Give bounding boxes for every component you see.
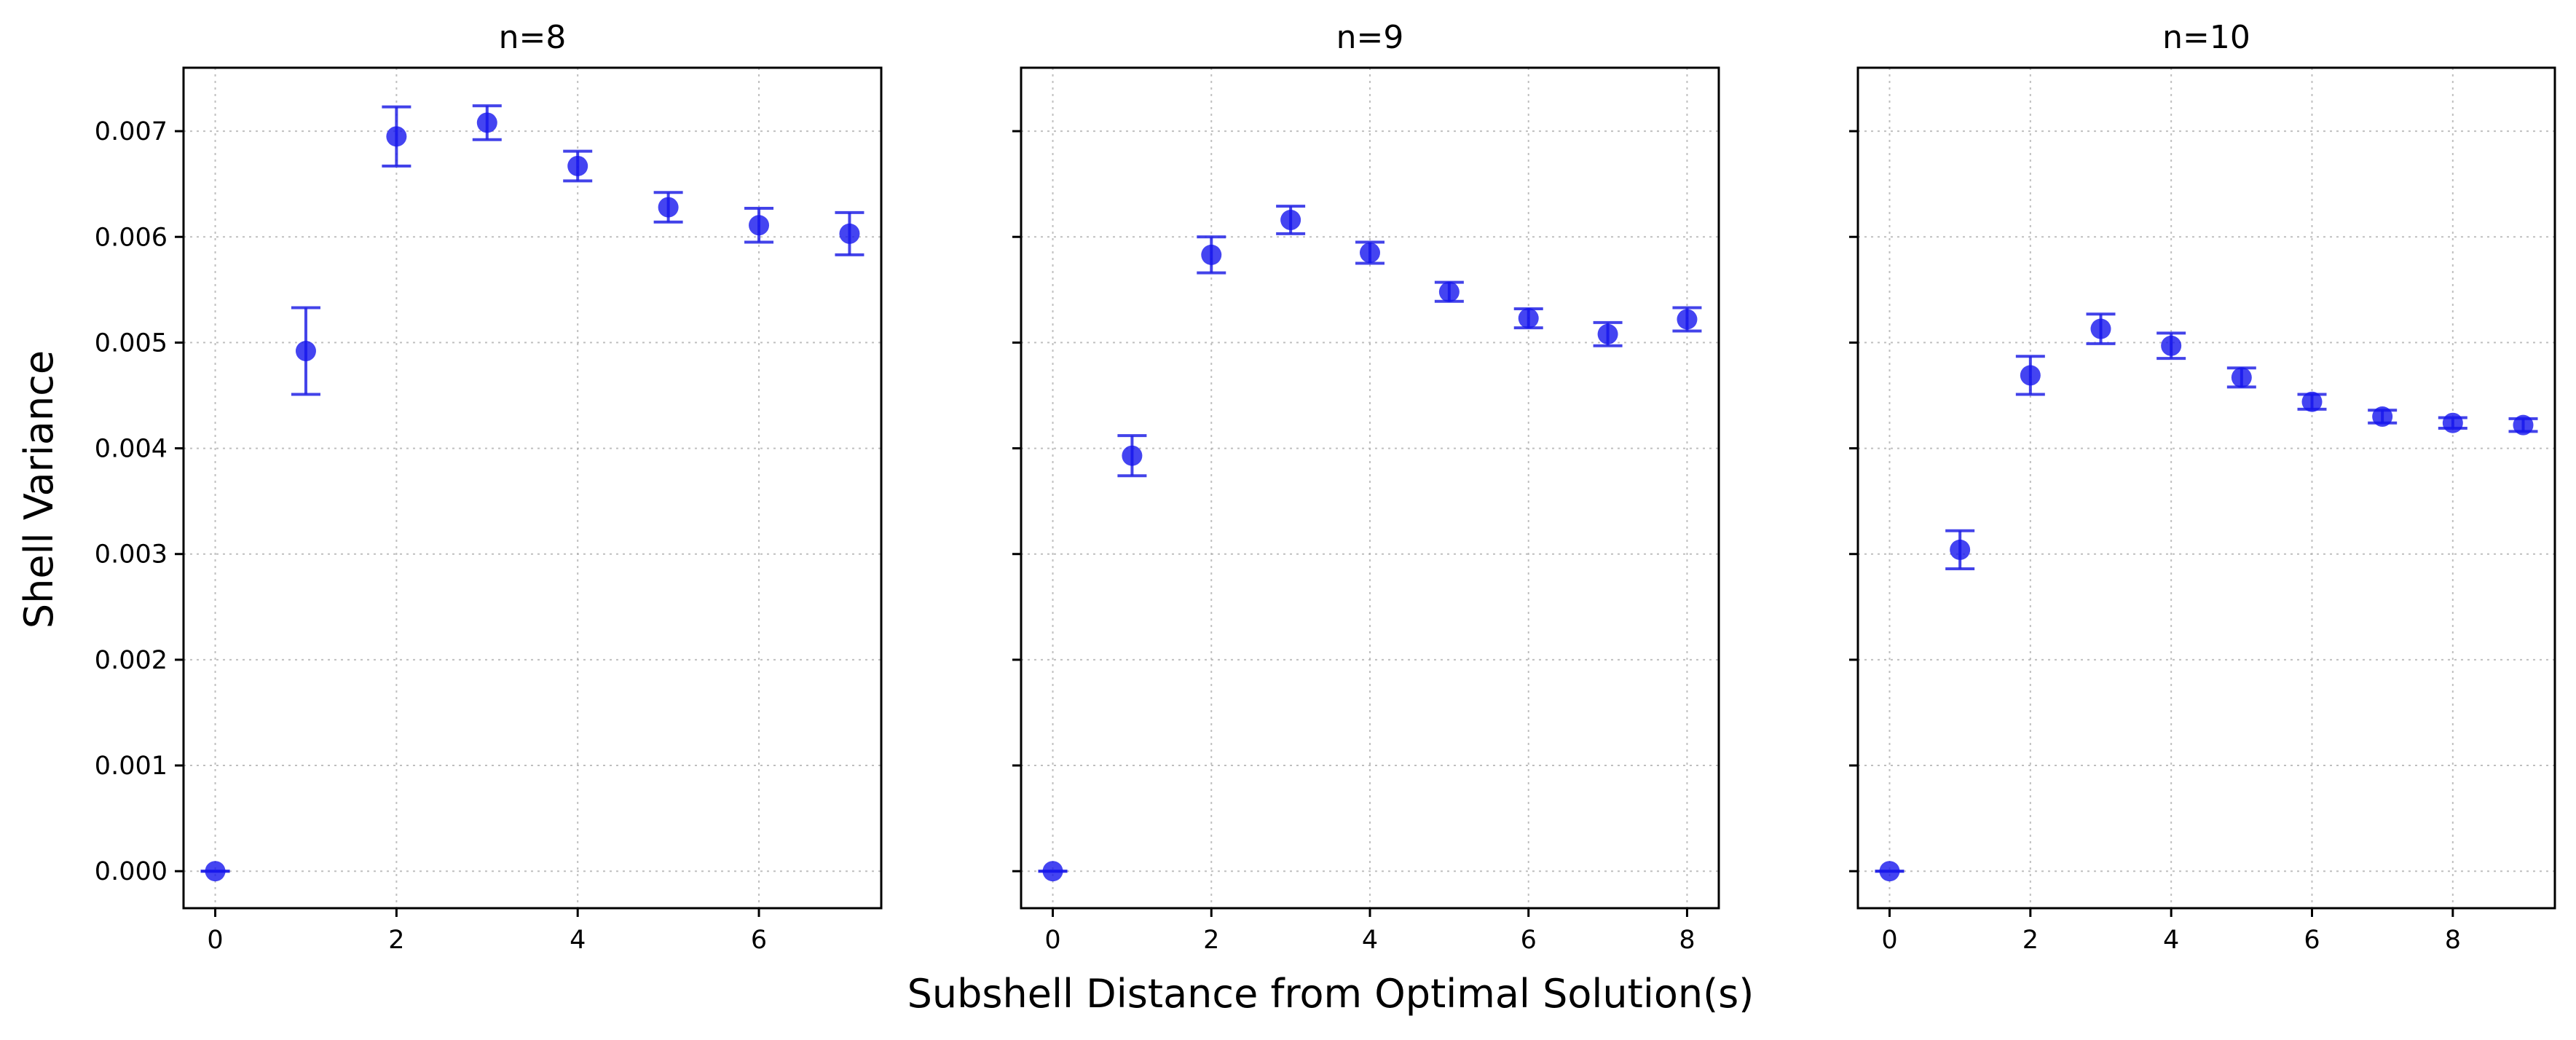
- x-tick-label: 2: [1203, 926, 1219, 955]
- panel-title: n=8: [499, 19, 567, 56]
- data-point: [1597, 323, 1618, 344]
- panel-n=9: 0 2 4 6 8 n=9: [1012, 19, 1720, 955]
- data-point: [2020, 365, 2041, 386]
- data-point: [2513, 414, 2534, 436]
- x-tick-label: 4: [1362, 926, 1378, 955]
- data-point: [1438, 281, 1460, 302]
- panel-title: n=10: [2162, 19, 2250, 56]
- data-point: [1280, 210, 1301, 231]
- y-tick-label: 0.001: [95, 752, 168, 781]
- y-axis-label: Shell Variance: [16, 350, 62, 629]
- y-tick-label: 0.005: [95, 328, 168, 358]
- data-point: [386, 126, 407, 147]
- x-tick-label: 2: [2022, 926, 2039, 955]
- panel-n=8: 0 2 4 6 0.000 0.001 0.002 0.003 0.004 0.005 0.006 0…: [95, 19, 883, 955]
- data-point: [295, 341, 316, 362]
- y-tick-label: 0.006: [95, 223, 168, 252]
- x-tick-label: 0: [1881, 926, 1897, 955]
- data-point: [1677, 309, 1698, 330]
- x-tick-label: 0: [207, 926, 223, 955]
- data-point: [1201, 244, 1222, 265]
- x-tick-label: 8: [1679, 926, 1695, 955]
- data-point: [1950, 539, 1971, 560]
- data-point: [1122, 445, 1143, 466]
- axes-frame: [182, 66, 883, 910]
- y-tick-label: 0.007: [95, 117, 168, 146]
- data-point: [1360, 243, 1380, 264]
- x-axis-label: Subshell Distance from Optimal Solution(…: [907, 971, 1754, 1017]
- data-point: [839, 223, 860, 244]
- y-tick-label: 0.004: [95, 435, 168, 464]
- y-tick-label: 0.003: [95, 540, 168, 570]
- x-tick-label: 6: [751, 926, 767, 955]
- panel-title: n=9: [1336, 19, 1404, 56]
- axes-frame: [1856, 66, 2556, 910]
- data-point: [567, 155, 588, 176]
- y-tick-label: 0.002: [95, 646, 168, 675]
- data-point: [2161, 335, 2182, 356]
- x-tick-label: 8: [2445, 926, 2461, 955]
- x-tick-label: 6: [1521, 926, 1537, 955]
- panels: 0 2 4 6 0.000 0.001 0.002 0.003 0.004 0.005 0.006 0…: [95, 19, 2556, 955]
- x-tick-label: 6: [2304, 926, 2320, 955]
- data-point: [1518, 308, 1539, 329]
- y-tick-label: 0.000: [95, 857, 168, 886]
- data-point: [658, 197, 679, 218]
- data-point: [476, 112, 497, 133]
- data-point: [2442, 412, 2463, 433]
- x-tick-label: 4: [2163, 926, 2179, 955]
- x-tick-label: 4: [570, 926, 586, 955]
- data-point: [2231, 367, 2252, 388]
- data-point: [2372, 406, 2393, 428]
- data-point: [2301, 391, 2323, 412]
- panel-n=10: 0 2 4 6 8 n=10: [1849, 19, 2556, 955]
- data-point: [749, 215, 770, 236]
- data-point: [205, 861, 226, 882]
- x-tick-label: 0: [1044, 926, 1060, 955]
- data-point: [1879, 861, 1900, 882]
- data-point: [1042, 861, 1063, 882]
- x-tick-label: 2: [388, 926, 404, 955]
- data-point: [2090, 318, 2111, 339]
